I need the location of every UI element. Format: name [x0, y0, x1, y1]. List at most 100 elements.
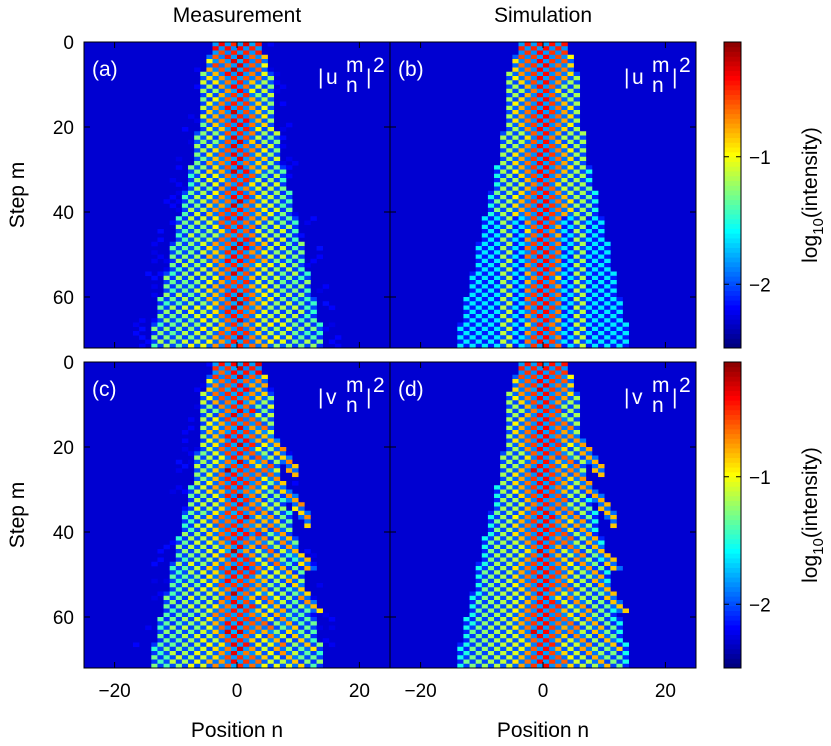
- heatmap-cell: [151, 322, 158, 328]
- heatmap-cell: [237, 379, 244, 384]
- heatmap-cell: [267, 284, 275, 289]
- heatmap-cell: [316, 583, 323, 588]
- heatmap-cell: [206, 288, 213, 294]
- heatmap-cell: [237, 362, 244, 367]
- heatmap-cell: [481, 540, 489, 546]
- heatmap-cell: [230, 485, 238, 490]
- heatmap-cell: [506, 271, 513, 277]
- heatmap-cell: [188, 515, 195, 520]
- heatmap-cell: [285, 216, 293, 221]
- heatmap-cell: [579, 574, 587, 580]
- heatmap-cell: [530, 583, 538, 588]
- heatmap-cell: [151, 561, 158, 567]
- heatmap-cell: [206, 237, 213, 243]
- heatmap-cell: [200, 476, 207, 482]
- heatmap-cell: [328, 305, 336, 311]
- heatmap-cell: [273, 442, 281, 448]
- heatmap-cell: [206, 144, 213, 149]
- heatmap-cell: [224, 566, 232, 571]
- heatmap-cell: [132, 322, 140, 328]
- heatmap-cell: [573, 275, 581, 281]
- heatmap-cell: [243, 101, 250, 107]
- heatmap-cell: [298, 275, 305, 281]
- heatmap-cell: [243, 404, 250, 410]
- heatmap-cell: [561, 156, 568, 162]
- heatmap-cell: [524, 374, 532, 380]
- heatmap-cell: [561, 362, 568, 367]
- heatmap-cell: [212, 127, 219, 132]
- heatmap-cell: [157, 655, 164, 660]
- heatmap-cell: [206, 600, 213, 605]
- heatmap-cell: [212, 536, 219, 541]
- heatmap-cell: [555, 472, 562, 478]
- heatmap-cell: [506, 212, 513, 217]
- heatmap-cell: [475, 335, 483, 340]
- heatmap-cell: [561, 284, 568, 289]
- heatmap-cell: [530, 544, 538, 550]
- heatmap-cell: [555, 241, 562, 247]
- heatmap-cell: [206, 258, 213, 264]
- heatmap-cell: [549, 326, 556, 332]
- heatmap-cell: [200, 267, 207, 272]
- heatmap-cell: [218, 404, 226, 410]
- heatmap-cell: [591, 224, 599, 230]
- heatmap-cell: [543, 144, 550, 149]
- heatmap-cell: [506, 591, 513, 597]
- heatmap-cell: [567, 404, 574, 410]
- heatmap-cell: [218, 263, 226, 268]
- heatmap-cell: [573, 451, 581, 456]
- heatmap-cell: [530, 105, 538, 111]
- heatmap-cell: [549, 561, 556, 567]
- heatmap-cell: [494, 292, 501, 298]
- heatmap-cell: [530, 391, 538, 397]
- heatmap-cell: [604, 515, 611, 520]
- heatmap-cell: [475, 578, 483, 584]
- heatmap-cell: [494, 578, 501, 584]
- heatmap-cell: [555, 561, 562, 567]
- heatmap-cell: [573, 233, 581, 238]
- heatmap-cell: [249, 284, 256, 289]
- heatmap-cell: [279, 233, 287, 238]
- heatmap-cell: [194, 629, 201, 635]
- heatmap-cell: [500, 566, 507, 571]
- heatmap-cell: [518, 481, 525, 486]
- heatmap-cell: [194, 182, 201, 187]
- heatmap-cell: [224, 280, 232, 285]
- heatmap-cell: [194, 314, 201, 319]
- heatmap-cell: [518, 216, 525, 221]
- heatmap-cell: [212, 447, 219, 452]
- heatmap-cell: [543, 267, 550, 272]
- heatmap-cell: [249, 604, 256, 609]
- heatmap-cell: [267, 387, 275, 393]
- heatmap-cell: [543, 212, 550, 217]
- heatmap-cell: [194, 216, 201, 221]
- heatmap-cell: [243, 417, 250, 422]
- heatmap-cell: [243, 442, 250, 448]
- heatmap-cell: [573, 331, 581, 336]
- heatmap-cell: [518, 59, 525, 64]
- heatmap-cell: [249, 468, 256, 473]
- heatmap-cell: [555, 331, 562, 336]
- heatmap-cell: [243, 71, 250, 77]
- heatmap-cell: [524, 557, 532, 563]
- heatmap-cell: [579, 186, 587, 192]
- heatmap-cell: [530, 421, 538, 427]
- heatmap-cell: [181, 326, 189, 332]
- heatmap-cell: [298, 297, 305, 302]
- heatmap-cell: [175, 241, 183, 247]
- heatmap-cell: [212, 404, 219, 410]
- heatmap-cell: [200, 101, 207, 107]
- heatmap-cell: [500, 203, 507, 209]
- heatmap-cell: [188, 578, 195, 584]
- heatmap-cell: [206, 101, 213, 107]
- heatmap-cell: [487, 557, 495, 563]
- heatmap-cell: [555, 527, 562, 533]
- heatmap-cell: [524, 93, 532, 98]
- heatmap-cell: [292, 634, 299, 639]
- heatmap-cell: [285, 305, 293, 311]
- heatmap-cell: [543, 396, 550, 401]
- heatmap-cell: [567, 131, 574, 136]
- heatmap-cell: [279, 621, 287, 626]
- heatmap-cell: [194, 241, 201, 247]
- heatmap-cell: [175, 459, 183, 465]
